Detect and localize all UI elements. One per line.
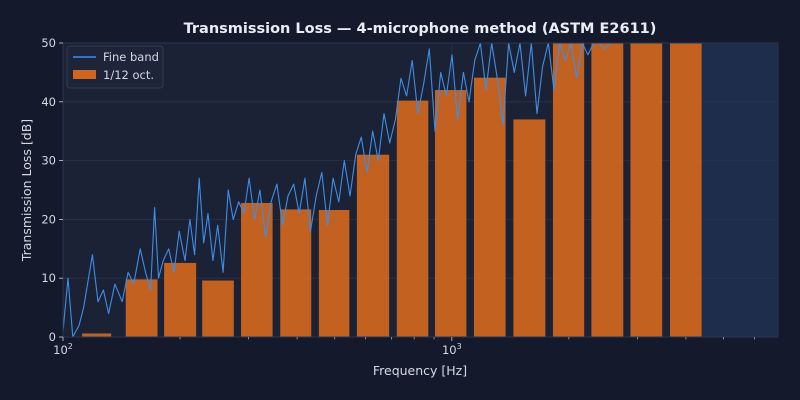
- y-tick-label: 30: [41, 154, 56, 168]
- x-axis-label: Frequency [Hz]: [373, 363, 467, 378]
- octave-bar: [591, 43, 624, 337]
- octave-bar: [396, 100, 429, 338]
- x-axis-ticks: 102 103: [53, 337, 755, 357]
- octave-bar: [280, 209, 312, 337]
- octave-bar: [318, 209, 350, 337]
- y-tick-label: 40: [41, 95, 56, 109]
- chart-title: Transmission Loss — 4-microphone method …: [184, 21, 657, 37]
- octave-bar: [164, 262, 197, 337]
- legend-octave-swatch: [73, 70, 96, 79]
- y-tick-label: 10: [41, 271, 56, 285]
- octave-bar: [513, 119, 546, 337]
- octave-bar: [630, 43, 663, 337]
- octave-bar: [473, 77, 506, 337]
- y-tick-label: 50: [41, 36, 56, 50]
- x-tick-label: 102: [53, 342, 73, 357]
- y-axis-ticks: 0 10 20 30 40 50: [41, 36, 63, 344]
- y-tick-label: 20: [41, 212, 56, 226]
- legend-octave-label: 1/12 oct.: [103, 68, 154, 82]
- octave-bar: [82, 333, 112, 337]
- legend: Fine band 1/12 oct.: [66, 45, 164, 89]
- octave-bar: [356, 154, 390, 337]
- legend-fine-band-label: Fine band: [103, 50, 159, 64]
- x-tick-label: 103: [442, 342, 462, 357]
- fine-band-line: [63, 43, 617, 337]
- octave-bar: [670, 43, 702, 337]
- y-axis-label: Transmission Loss [dB]: [19, 119, 34, 262]
- octave-bar: [552, 43, 585, 337]
- bars-series: [82, 43, 702, 338]
- octave-bar: [202, 280, 234, 337]
- plot-frame: [62, 42, 779, 338]
- octave-bar: [125, 279, 158, 337]
- plot-shaded-region: [701, 43, 778, 337]
- octave-bar: [434, 90, 467, 337]
- y-tick-label: 0: [49, 330, 56, 344]
